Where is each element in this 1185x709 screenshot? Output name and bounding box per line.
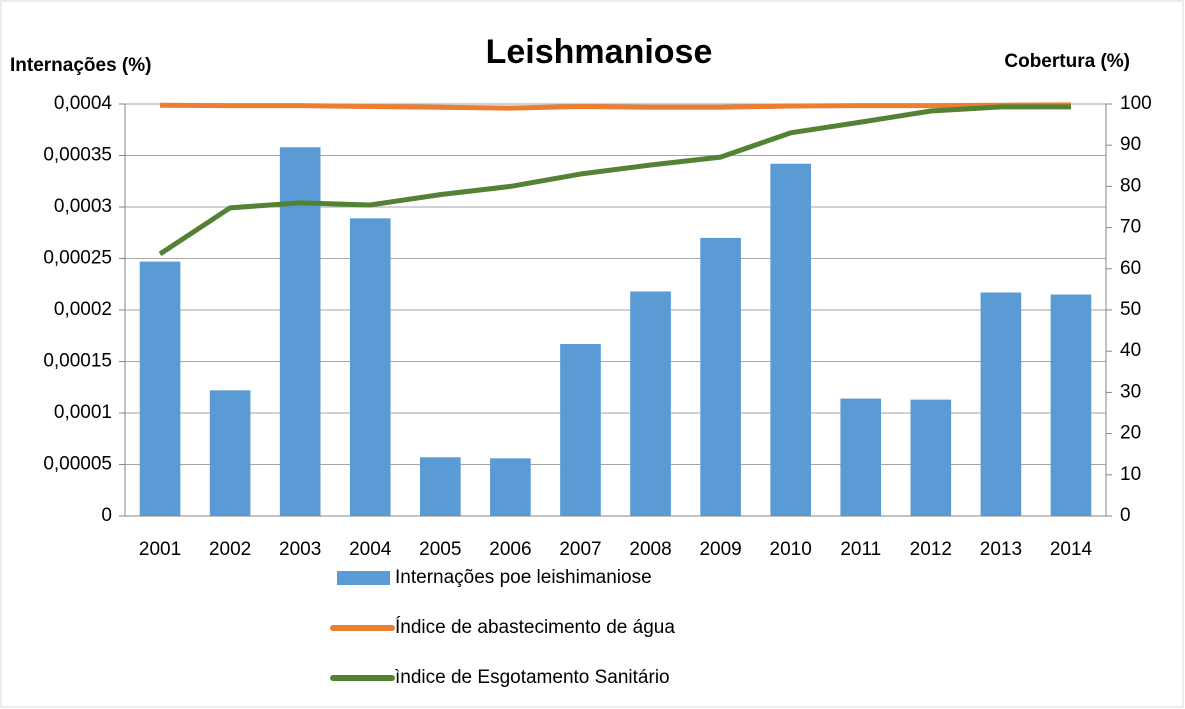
y2-tick-label: 80 xyxy=(1120,175,1141,196)
y-tick-label: 0,0001 xyxy=(54,402,112,423)
x-tick-label: 2013 xyxy=(980,539,1022,560)
bar xyxy=(420,457,461,516)
bar xyxy=(770,163,811,517)
bar xyxy=(490,458,531,516)
x-tick-label: 2003 xyxy=(279,539,321,560)
y2-tick-label: 0 xyxy=(1120,505,1131,526)
x-tick-label: 2002 xyxy=(209,539,251,560)
x-tick-label: 2005 xyxy=(419,539,461,560)
x-tick-label: 2011 xyxy=(840,539,881,560)
bar xyxy=(630,291,671,516)
y-tick-label: 0,0003 xyxy=(54,196,112,217)
bar xyxy=(700,237,741,516)
chart-title: Leishmaniose xyxy=(486,33,713,71)
bar xyxy=(139,261,181,516)
bar xyxy=(1050,294,1092,516)
y2-tick-label: 30 xyxy=(1120,381,1141,402)
bar xyxy=(560,343,601,516)
y2-tick-label: 60 xyxy=(1120,258,1141,279)
y-tick-label: 0,00005 xyxy=(43,454,112,475)
y-tick-label: 0,00035 xyxy=(43,145,112,166)
y-tick-label: 0,0004 xyxy=(54,93,113,114)
legend-label: Internações poe leishimaniose xyxy=(395,567,652,588)
y2-tick-label: 50 xyxy=(1120,299,1141,320)
y-tick-label: 0,00025 xyxy=(43,248,112,269)
y2-tick-label: 100 xyxy=(1120,93,1152,114)
x-tick-label: 2009 xyxy=(699,539,741,560)
bar xyxy=(980,292,1022,516)
x-tick-label: 2006 xyxy=(489,539,531,560)
bar xyxy=(209,390,251,516)
bar xyxy=(910,399,952,516)
x-tick-label: 2007 xyxy=(559,539,601,560)
y2-tick-label: 90 xyxy=(1120,134,1141,155)
bar xyxy=(840,398,882,516)
y-tick-label: 0,0002 xyxy=(54,299,112,320)
y2-tick-label: 40 xyxy=(1120,340,1141,361)
line xyxy=(160,102,1071,111)
y-axis-title: Internações (%) xyxy=(10,55,151,76)
x-tick-label: 2001 xyxy=(139,539,181,560)
x-tick-label: 2010 xyxy=(770,539,812,560)
bar xyxy=(349,218,391,516)
legend-label: Índice de abastecimento de água xyxy=(395,617,675,638)
y2-axis-title: Cobertura (%) xyxy=(1004,51,1130,72)
y-tick-label: 0,00015 xyxy=(43,351,112,372)
y2-tick-label: 10 xyxy=(1120,464,1141,485)
x-tick-label: 2008 xyxy=(629,539,671,560)
y2-tick-label: 70 xyxy=(1120,217,1141,238)
x-tick-label: 2014 xyxy=(1050,539,1093,560)
bar xyxy=(279,147,321,516)
x-tick-label: 2012 xyxy=(910,539,952,560)
line xyxy=(158,104,1071,257)
y2-tick-label: 20 xyxy=(1120,423,1141,444)
y-tick-label: 0 xyxy=(101,505,112,526)
legend-label: ìndice de Esgotamento Sanitário xyxy=(395,667,670,688)
legend-swatch xyxy=(337,571,390,585)
x-tick-label: 2004 xyxy=(349,539,392,560)
